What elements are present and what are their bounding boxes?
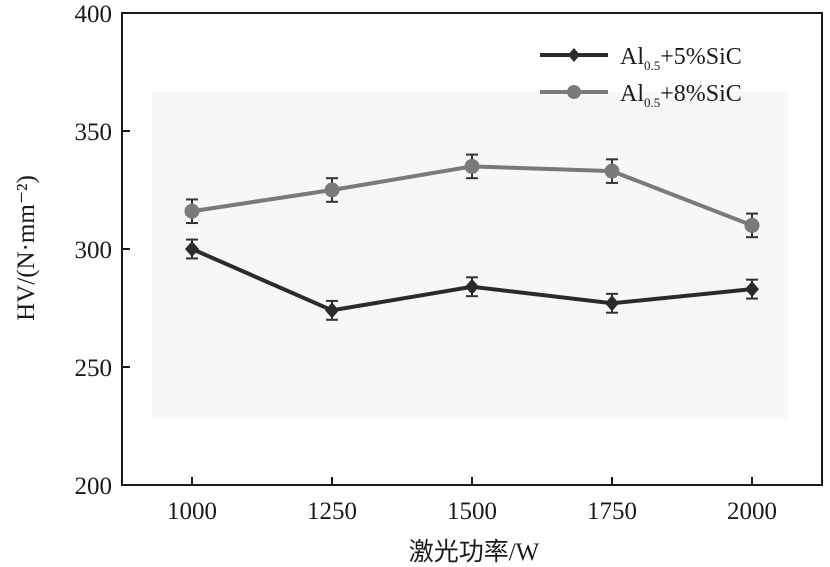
- legend-label: Al0.5+5%SiC: [620, 44, 742, 73]
- x-tick-label: 1250: [307, 498, 357, 525]
- data-point: [745, 281, 759, 298]
- y-axis-title: HV/(N·mm⁻²): [13, 175, 40, 321]
- x-tick-label: 1500: [447, 498, 497, 525]
- data-point: [604, 163, 620, 179]
- y-tick-label: 200: [75, 473, 113, 500]
- data-point: [325, 302, 339, 319]
- data-point: [324, 182, 340, 198]
- legend-item-2: Al0.5+8%SiC: [540, 81, 742, 110]
- data-point: [465, 278, 479, 295]
- legend-marker: [567, 85, 581, 99]
- axes: 1000 1250 1500 1750 2000 200 250 300 350 400: [75, 1, 823, 525]
- data-point: [744, 217, 760, 233]
- x-tick-label: 1000: [167, 498, 217, 525]
- plot-shading: [152, 92, 788, 418]
- series-1: [185, 238, 759, 321]
- y-tick-label: 300: [75, 237, 113, 264]
- x-tick-label: 1750: [587, 498, 637, 525]
- data-point: [605, 295, 619, 312]
- data-point: [184, 203, 200, 219]
- legend-label: Al0.5+8%SiC: [620, 81, 742, 110]
- series-layer: [184, 153, 760, 321]
- x-axis-title: 激光功率/W: [409, 538, 540, 566]
- legend-item-1: Al0.5+5%SiC: [540, 44, 742, 73]
- y-tick-label: 350: [75, 119, 113, 146]
- data-point: [185, 241, 199, 257]
- data-point: [464, 158, 480, 174]
- y-tick-label: 400: [75, 1, 113, 28]
- legend-marker: [568, 48, 580, 62]
- x-tick-label: 2000: [727, 498, 777, 525]
- y-tick-label: 250: [75, 355, 113, 382]
- legend: Al0.5+5%SiC Al0.5+8%SiC: [540, 44, 742, 110]
- series-2: [184, 153, 760, 239]
